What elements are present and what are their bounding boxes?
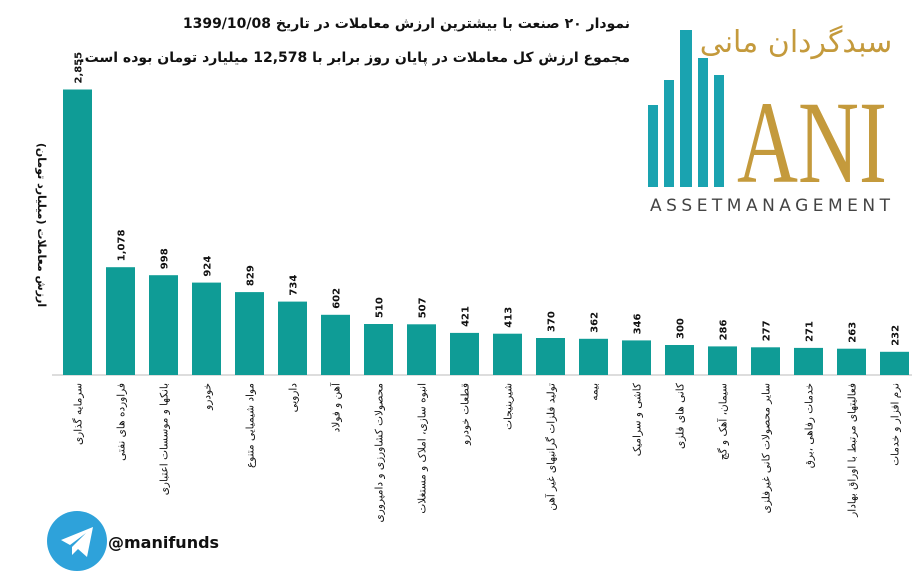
x-tick-label: کانی های فلزی (675, 383, 687, 449)
value-label: 362 (590, 312, 601, 333)
logo-bars (648, 30, 724, 187)
value-label: 602 (332, 288, 343, 309)
value-label: 300 (676, 318, 687, 339)
telegram-handle: @manifunds (108, 533, 219, 552)
logo-mark: ANI (737, 77, 887, 208)
x-tick-label: آهن و فولاد (330, 382, 343, 432)
value-label: 829 (246, 265, 257, 286)
bar (622, 340, 651, 375)
bar (192, 282, 221, 375)
bar (536, 338, 565, 375)
bar (278, 301, 307, 375)
x-tick-label: بانکها و موسسات اعتباری (159, 383, 171, 495)
x-tick-label: محصولات کشاورزی و دامپروری (374, 383, 386, 522)
value-label: 734 (289, 275, 300, 296)
bar (407, 324, 436, 375)
logo-persian: سبدگردان مانی (700, 25, 893, 60)
value-label: 232 (891, 325, 902, 346)
x-tick-label: فراورده های نفتی (116, 383, 128, 461)
bar (149, 275, 178, 375)
value-label: 277 (762, 320, 773, 341)
x-tick-label: بیمه (589, 383, 601, 401)
bar (63, 89, 92, 375)
chart-title: نمودار ۲۰ صنعت با بیشترین ارزش معاملات د… (182, 16, 630, 32)
x-tick-label: تولید فلزات گرانبهای غیر آهن (545, 383, 558, 511)
bar (450, 332, 479, 375)
bar (665, 345, 694, 375)
bar (106, 267, 135, 375)
x-tick-label: دارویی (288, 383, 300, 413)
value-label: 370 (547, 311, 558, 332)
x-tick-label: خودرو (202, 383, 214, 411)
chart-subtitle: مجموع ارزش کل معاملات در پایان روز برابر… (79, 50, 630, 66)
value-label: 421 (461, 306, 472, 327)
bar (235, 292, 264, 375)
bar (794, 347, 823, 375)
bar (493, 333, 522, 375)
x-tick-label: قطعات خودرو (460, 383, 472, 446)
bar (579, 338, 608, 375)
x-tick-label: فعالیتهای مرتبط با اوراق بهادار (847, 383, 859, 518)
x-tick-label: کاشی و سرامیک (632, 383, 644, 456)
value-label: 271 (805, 321, 816, 342)
bar (364, 324, 393, 375)
telegram-icon (47, 511, 107, 571)
value-label: 286 (719, 319, 730, 340)
bar (708, 346, 737, 375)
x-tick-label: سایر محصولات کانی غیرفلزی (761, 383, 773, 513)
x-tick-label: انبوه سازی، املاک و مستغلات (417, 383, 429, 514)
bar (837, 348, 866, 375)
value-label: 2,855 (74, 52, 85, 84)
x-tick-label: سرمایه گذاری (72, 383, 85, 445)
x-tick-label: مواد شیمیایی متنوع (245, 383, 257, 468)
value-label: 998 (160, 248, 171, 269)
value-label: 346 (633, 313, 644, 334)
value-label: 924 (203, 256, 214, 277)
bar (751, 347, 780, 375)
y-axis-label: ارزش معاملات (میلیارد تومان) (35, 143, 48, 307)
x-tick-label: نرم افزار و خدمات (890, 383, 902, 466)
value-label: 413 (504, 307, 515, 328)
value-label: 507 (418, 297, 429, 318)
bar (321, 314, 350, 375)
logo-english: ASSETMANAGEMENT (650, 196, 891, 216)
value-label: 1,078 (117, 230, 128, 262)
x-tick-label: خدمات رفاهی ،برق (804, 383, 816, 468)
x-tick-label: سیمان، آهک و گچ (717, 383, 730, 460)
value-label: 510 (375, 297, 386, 318)
x-tick-label: شیرینیجات (503, 383, 515, 430)
value-label: 263 (848, 322, 859, 343)
bar (880, 351, 909, 375)
